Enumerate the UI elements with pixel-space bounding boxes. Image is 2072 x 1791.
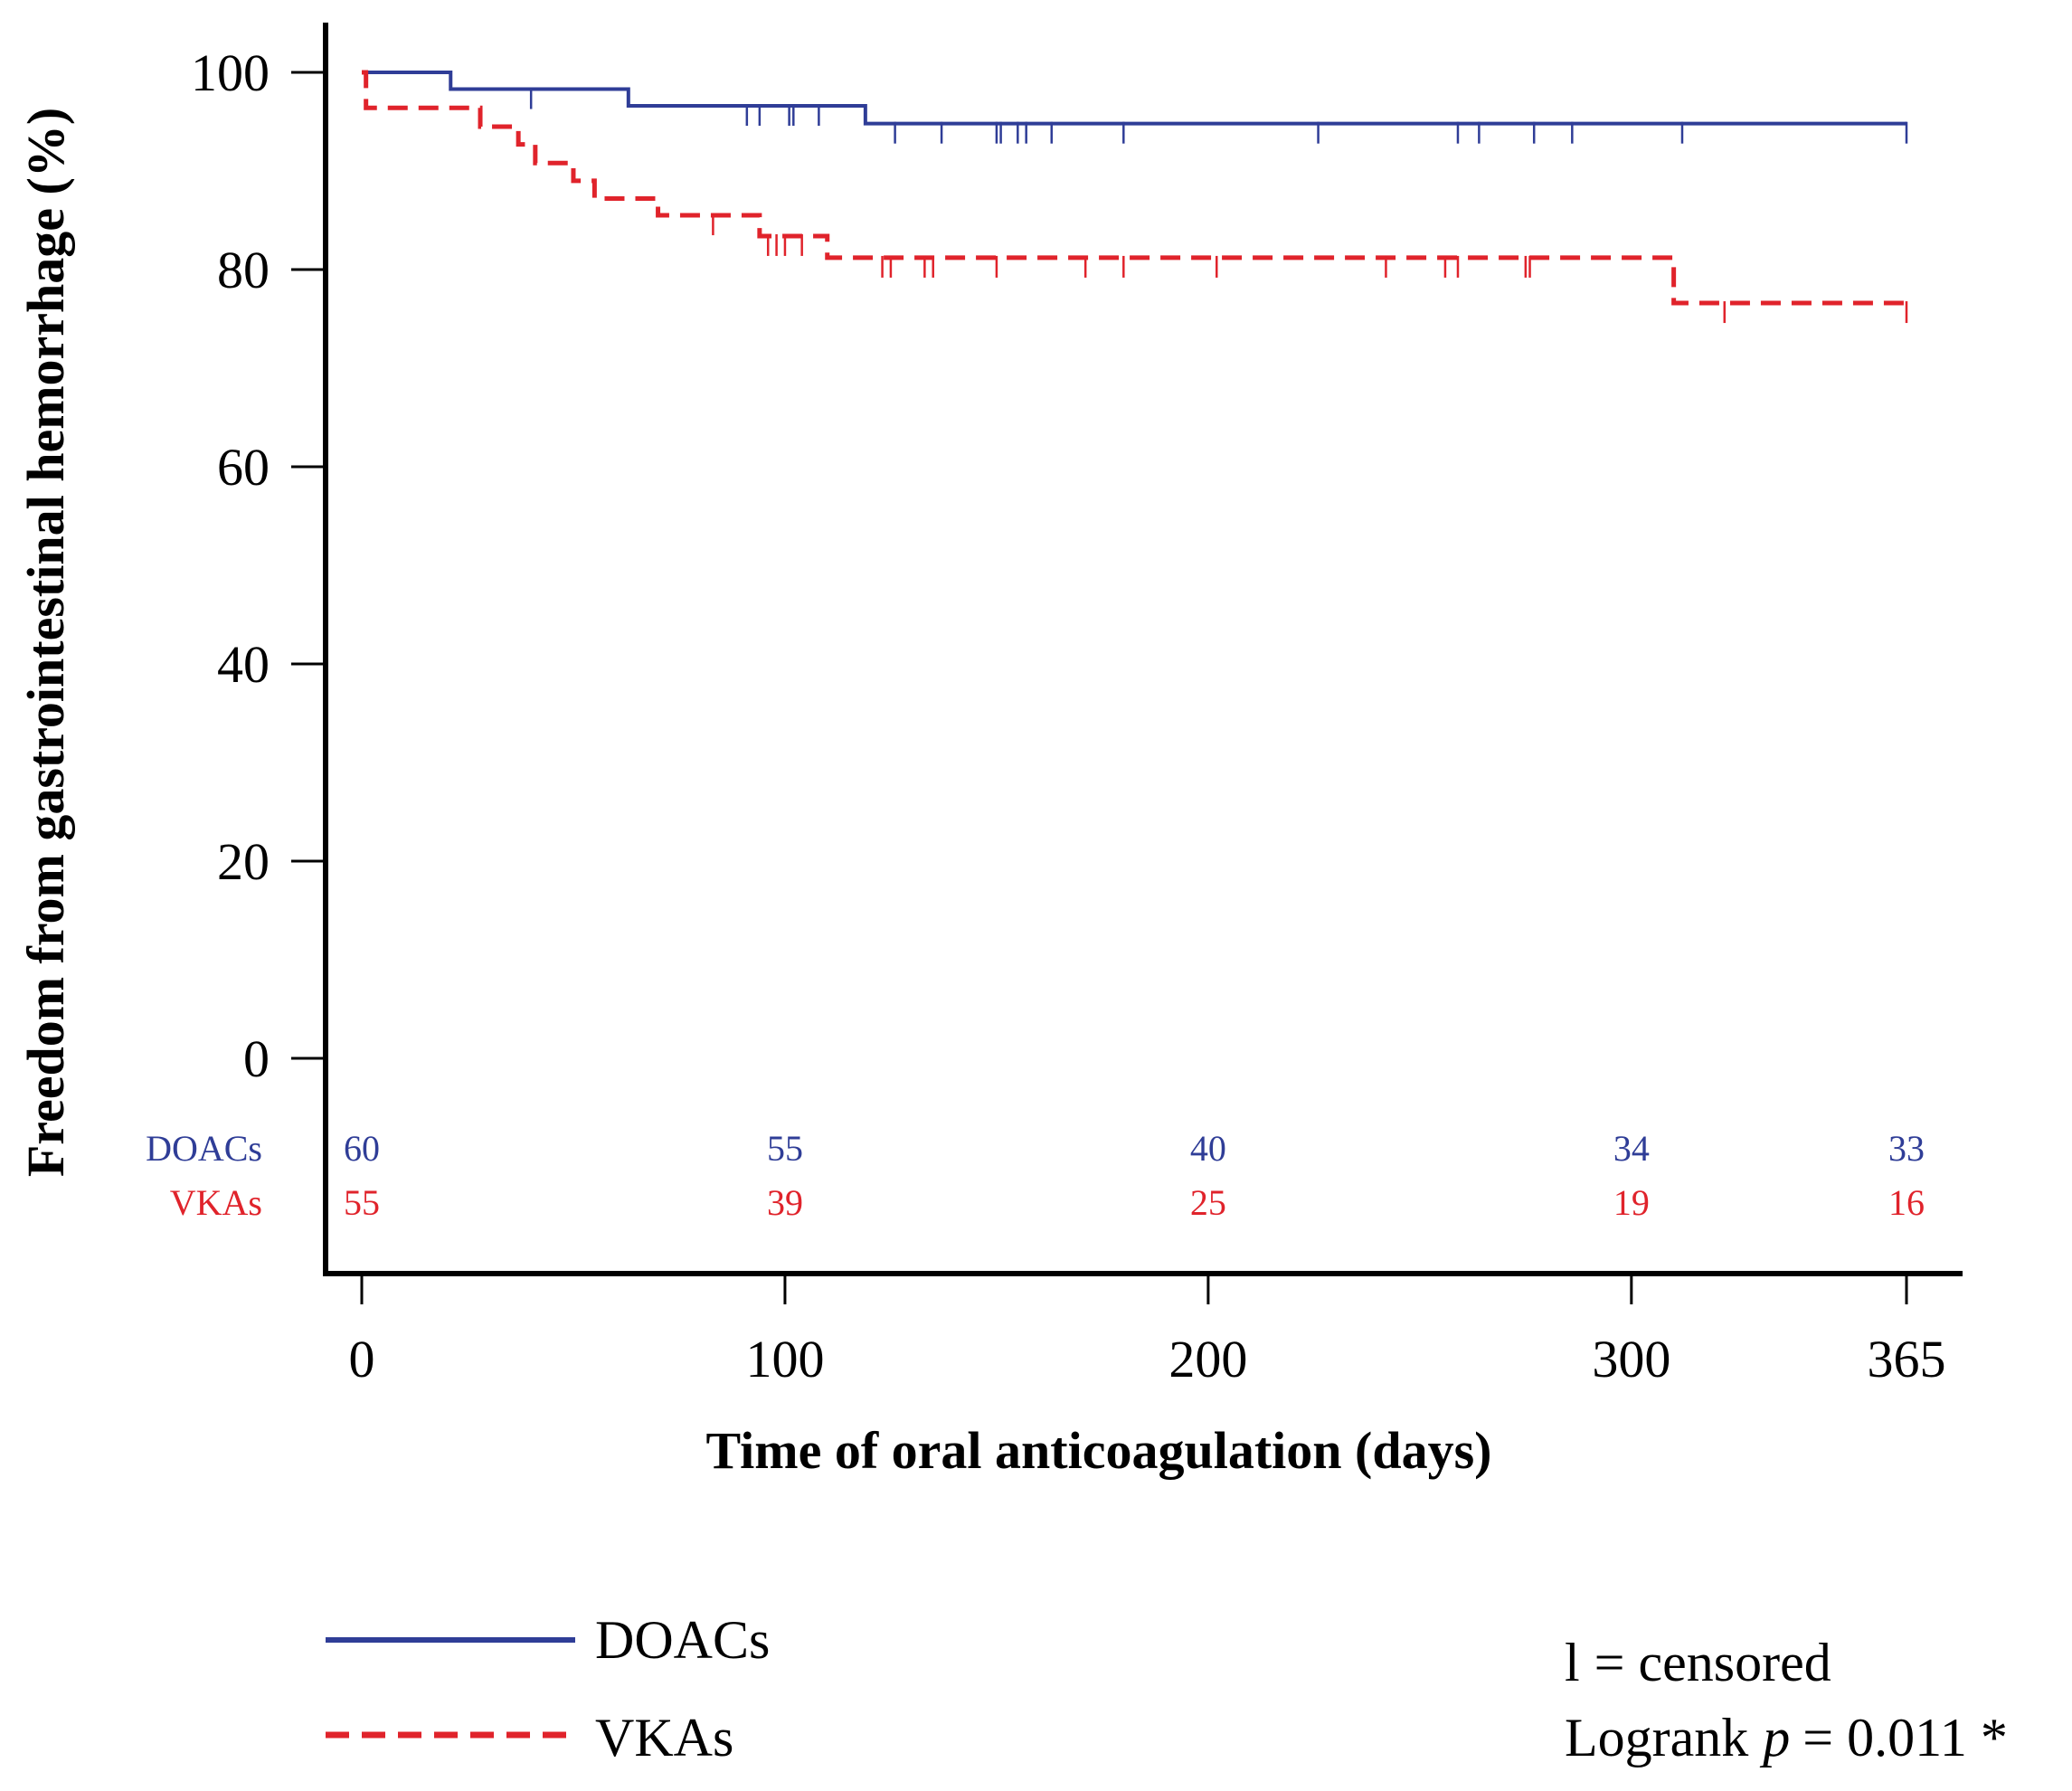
logrank-note: Logrank p = 0.011 * — [1565, 1708, 2008, 1767]
risk-value-vkas: 16 — [1888, 1182, 1925, 1223]
y-tick-label: 80 — [217, 241, 270, 299]
risk-value-doacs: 34 — [1613, 1128, 1650, 1169]
censored-note: l = censored — [1565, 1633, 1831, 1692]
y-axis-label: Freedom from gastrointestinal hemorrhage… — [16, 108, 75, 1177]
risk-value-doacs: 55 — [767, 1128, 803, 1169]
p-symbol: p — [1759, 1708, 1790, 1767]
risk-value-doacs: 33 — [1888, 1128, 1925, 1169]
x-tick-label: 200 — [1168, 1330, 1247, 1388]
risk-value-doacs: 60 — [344, 1128, 380, 1169]
y-ticks: 0 20 40 60 80 100 — [191, 43, 326, 1088]
x-tick-label: 100 — [745, 1330, 824, 1388]
x-axis-label: Time of oral anticoagulation (days) — [706, 1421, 1492, 1480]
risk-value-vkas: 25 — [1190, 1182, 1226, 1223]
legend-label-doacs: DOACs — [595, 1610, 770, 1670]
risk-row-label-vkas: VKAs — [170, 1182, 262, 1223]
series-layer — [362, 70, 1908, 324]
risk-value-vkas: 55 — [344, 1182, 380, 1223]
x-tick-label: 300 — [1592, 1330, 1670, 1388]
censored-symbol: l — [1565, 1633, 1580, 1692]
y-tick-label: 40 — [217, 635, 270, 694]
y-tick-label: 0 — [243, 1029, 270, 1088]
logrank-label: Logrank — [1565, 1708, 1748, 1767]
y-tick-label: 100 — [191, 43, 270, 102]
legend: DOACs VKAs — [326, 1610, 770, 1767]
x-tick-label: 365 — [1868, 1330, 1946, 1388]
y-tick-label: 60 — [217, 438, 270, 497]
y-tick-label: 20 — [217, 832, 270, 891]
legend-label-vkas: VKAs — [595, 1708, 733, 1767]
risk-value-vkas: 19 — [1613, 1182, 1650, 1223]
risk-row-label-doacs: DOACs — [146, 1128, 262, 1169]
x-tick-label: 0 — [349, 1330, 375, 1388]
annotation: l = censored Logrank p = 0.011 * — [1565, 1633, 2008, 1767]
risk-value-doacs: 40 — [1190, 1128, 1226, 1169]
axes — [323, 23, 1963, 1276]
series-line-vkas — [362, 70, 1906, 306]
series-line-doacs — [362, 71, 1906, 126]
risk-value-vkas: 39 — [767, 1182, 803, 1223]
censored-text: = censored — [1594, 1633, 1831, 1692]
p-text: = 0.011 * — [1802, 1708, 2008, 1767]
risk-table: DOACs 60 55 40 34 33 VKAs 55 39 25 19 16 — [146, 1128, 1925, 1223]
x-ticks: 0 100 200 300 365 — [349, 1274, 1946, 1388]
